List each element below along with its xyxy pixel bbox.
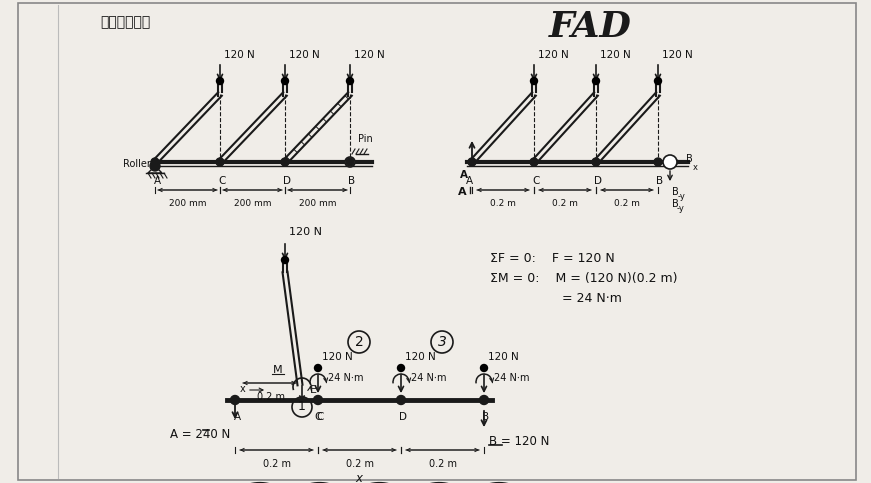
Text: B: B — [348, 176, 355, 186]
Text: A: A — [460, 170, 468, 180]
Text: 24 N⋅m: 24 N⋅m — [328, 373, 363, 383]
Text: 120 N: 120 N — [289, 50, 320, 60]
Circle shape — [217, 77, 224, 85]
Circle shape — [592, 158, 600, 166]
Text: B: B — [672, 199, 679, 209]
Text: 0.2 m: 0.2 m — [346, 459, 374, 469]
Text: 120 N: 120 N — [600, 50, 631, 60]
Text: 24 N⋅m: 24 N⋅m — [494, 373, 530, 383]
Text: B: B — [657, 176, 664, 186]
Circle shape — [530, 158, 538, 166]
Circle shape — [346, 158, 354, 166]
Circle shape — [151, 158, 159, 166]
Text: 120 N: 120 N — [538, 50, 569, 60]
Text: C: C — [316, 412, 324, 422]
Text: 24 N⋅m: 24 N⋅m — [411, 373, 447, 383]
Circle shape — [468, 158, 476, 166]
Text: B = 120 N: B = 120 N — [489, 435, 550, 448]
Text: A: A — [465, 176, 473, 186]
Circle shape — [480, 396, 489, 404]
Text: x: x — [240, 384, 245, 394]
Text: -y: -y — [678, 192, 685, 201]
Circle shape — [231, 396, 240, 404]
Text: B: B — [483, 412, 490, 422]
Text: 0.2 m: 0.2 m — [429, 459, 456, 469]
Text: ΣM = 0:    M = (120 N)(0.2 m): ΣM = 0: M = (120 N)(0.2 m) — [490, 272, 678, 285]
Circle shape — [281, 158, 289, 166]
Text: 120 N: 120 N — [488, 352, 519, 362]
Circle shape — [481, 365, 488, 371]
Circle shape — [654, 158, 662, 166]
Circle shape — [592, 77, 599, 85]
Circle shape — [345, 157, 355, 167]
Circle shape — [663, 155, 677, 169]
Text: ดังรูป: ดังรูป — [100, 15, 151, 29]
Circle shape — [281, 256, 288, 264]
Circle shape — [314, 396, 322, 404]
Circle shape — [281, 77, 288, 85]
Text: 0.2 m: 0.2 m — [490, 199, 516, 208]
Circle shape — [397, 365, 404, 371]
Circle shape — [347, 77, 354, 85]
Text: E: E — [310, 385, 317, 395]
Text: 120 N: 120 N — [322, 352, 353, 362]
Text: x: x — [693, 163, 698, 172]
Text: x: x — [355, 472, 362, 483]
Text: ΣF = 0:    F = 120 N: ΣF = 0: F = 120 N — [490, 252, 615, 265]
Circle shape — [216, 158, 224, 166]
Text: 0.2 m: 0.2 m — [257, 392, 285, 402]
Text: 120 N: 120 N — [354, 50, 385, 60]
Text: 0.2 m: 0.2 m — [614, 199, 640, 208]
Text: -y: -y — [677, 204, 685, 213]
Text: 2: 2 — [354, 335, 363, 349]
Text: C: C — [314, 412, 321, 422]
Text: M: M — [273, 365, 283, 375]
Text: 120 N: 120 N — [662, 50, 692, 60]
Text: = 24 N⋅m: = 24 N⋅m — [562, 292, 622, 305]
Text: 120 N: 120 N — [224, 50, 254, 60]
Text: C: C — [219, 176, 226, 186]
Text: 1: 1 — [298, 400, 306, 413]
Text: 200 mm: 200 mm — [169, 199, 206, 208]
Text: B: B — [686, 154, 692, 164]
Text: 120 N: 120 N — [289, 227, 322, 237]
Circle shape — [314, 365, 321, 371]
Text: 3: 3 — [437, 335, 447, 349]
Circle shape — [530, 77, 537, 85]
Text: FAD: FAD — [549, 10, 631, 44]
Text: A: A — [458, 187, 467, 197]
Text: A = 240 N: A = 240 N — [170, 428, 230, 441]
Text: C: C — [532, 176, 540, 186]
Text: 0.2 m: 0.2 m — [552, 199, 578, 208]
Text: 120 N: 120 N — [405, 352, 436, 362]
Circle shape — [150, 161, 160, 171]
Text: 200 mm: 200 mm — [299, 199, 336, 208]
Circle shape — [396, 396, 406, 404]
Text: B: B — [672, 187, 679, 197]
Text: A: A — [233, 412, 240, 422]
Text: Pin: Pin — [358, 134, 373, 144]
Text: Roller: Roller — [123, 159, 151, 169]
Text: 0.2 m: 0.2 m — [262, 459, 291, 469]
Text: D: D — [399, 412, 407, 422]
Text: 200 mm: 200 mm — [233, 199, 271, 208]
Text: D: D — [283, 176, 291, 186]
Circle shape — [654, 77, 661, 85]
Text: A: A — [153, 176, 160, 186]
Text: D: D — [594, 176, 602, 186]
